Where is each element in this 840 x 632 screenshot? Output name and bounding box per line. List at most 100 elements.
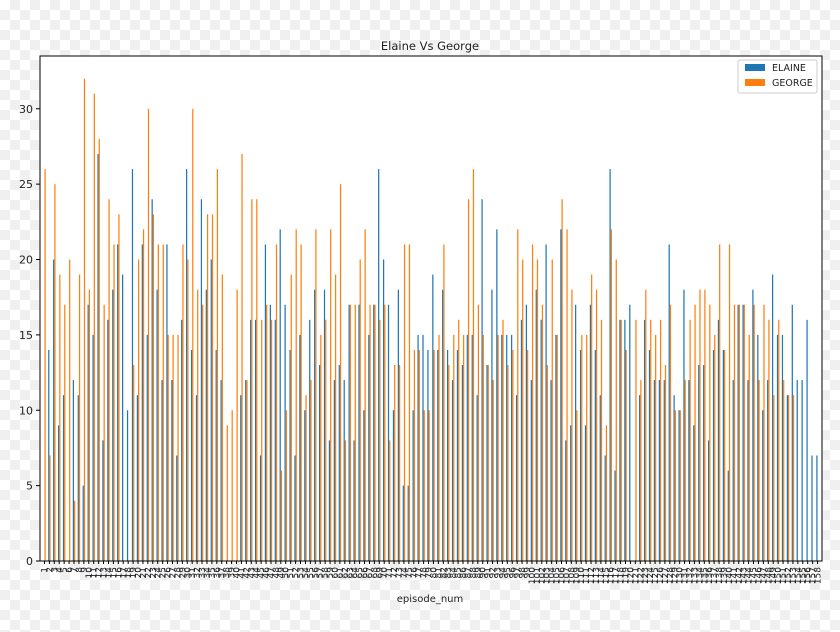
x-tick-label: 94 (498, 567, 508, 579)
x-tick-label: 13 (100, 567, 110, 578)
bar-george (398, 365, 401, 561)
bar-george (581, 334, 583, 561)
x-tick-label: 139 (720, 567, 730, 584)
legend-swatch-george (745, 79, 765, 86)
bar-george (679, 410, 681, 561)
legend: ELAINE GEORGE (737, 59, 818, 94)
x-tick-label: 36 (213, 567, 223, 579)
x-tick-label: 117 (612, 567, 622, 584)
bar-elaine (122, 274, 124, 561)
bar-george (778, 319, 780, 561)
x-tick-label: 141 (730, 567, 740, 584)
bar-elaine (732, 380, 734, 561)
bar-elaine (72, 380, 75, 561)
bar-george (704, 289, 706, 561)
x-tick-label: 127 (661, 567, 671, 584)
bar-george (645, 289, 647, 561)
bar-elaine (575, 304, 577, 561)
x-tick-label: 7 (70, 567, 80, 573)
x-tick-label: 157 (809, 567, 819, 584)
bar-elaine (87, 304, 89, 561)
bar-elaine (678, 410, 680, 561)
x-tick-label: 48 (272, 567, 282, 579)
bar-elaine (816, 455, 818, 561)
bar-george (285, 410, 287, 561)
x-tick-label: 110 (577, 567, 587, 584)
bar-george (221, 274, 223, 561)
bar-george (576, 410, 578, 561)
bar-elaine (757, 334, 759, 561)
x-tick-label: 68 (370, 567, 380, 579)
bar-elaine (318, 365, 321, 561)
bar-george (719, 244, 721, 561)
x-tick-label: 101 (533, 567, 543, 584)
x-tick-label: 155 (799, 567, 809, 584)
bar-george (54, 184, 56, 561)
bars (44, 78, 818, 562)
y-tick-label: 15 (19, 329, 33, 342)
bar-elaine (284, 304, 286, 561)
x-tick-label: 44 (252, 567, 262, 579)
bar-elaine (402, 485, 404, 561)
bar-george (487, 365, 489, 561)
bar-george (517, 229, 519, 562)
bar-george (59, 274, 61, 561)
y-axis: 0 5 10 15 20 25 30 (19, 103, 40, 568)
bar-george (640, 380, 642, 561)
x-tick-label: 5 (60, 567, 70, 573)
x-tick-label: 82 (439, 567, 449, 578)
x-tick-label: 34 (203, 567, 213, 579)
bar-george (512, 349, 514, 561)
x-tick-label: 91 (484, 567, 494, 578)
bar-elaine (643, 319, 646, 561)
x-tick-label: 19 (129, 567, 139, 579)
bar-elaine (186, 169, 188, 561)
bar-george (723, 349, 726, 561)
x-tick-label: 149 (769, 567, 779, 584)
plot-frame (39, 55, 823, 562)
bar-george (172, 334, 174, 561)
x-tick-label: 28 (173, 567, 183, 579)
bar-george (655, 334, 657, 561)
bar-elaine (176, 455, 178, 561)
bar-george (674, 410, 676, 561)
bar-elaine (540, 319, 542, 561)
bar-george (551, 259, 553, 561)
bar-elaine (565, 440, 567, 561)
bar-elaine (619, 319, 621, 561)
bar-george (157, 244, 159, 561)
bar-george (216, 169, 219, 561)
bar-elaine (392, 410, 395, 561)
x-tick-label: 123 (641, 567, 651, 584)
x-tick-label: 51 (287, 567, 297, 578)
x-tick-label: 41 (237, 567, 247, 578)
bar-elaine (126, 410, 129, 561)
x-tick-label: 83 (444, 567, 454, 578)
bar-george (541, 304, 544, 561)
bar-george (88, 289, 91, 561)
bar-elaine (447, 349, 449, 561)
bar-elaine (343, 380, 345, 561)
x-tick-label: 147 (759, 567, 769, 584)
x-tick-label: 131 (681, 567, 691, 584)
y-tick-label: 25 (19, 178, 33, 191)
bar-elaine (437, 349, 439, 561)
bar-george (98, 138, 100, 561)
x-tick-label: 67 (365, 567, 375, 578)
bar-elaine (274, 319, 276, 561)
chart-title: Elaine Vs George (381, 39, 479, 53)
bar-elaine (259, 455, 262, 561)
bar-elaine (131, 169, 134, 561)
bar-elaine (648, 349, 651, 561)
bar-elaine (515, 395, 518, 561)
bar-elaine (456, 349, 459, 561)
bar-elaine (589, 304, 592, 561)
bar-george (408, 244, 411, 561)
bar-george (591, 274, 593, 561)
x-tick-label: 40 (233, 567, 243, 579)
x-tick-label: 61 (336, 567, 346, 578)
x-tick-label: 72 (390, 567, 400, 578)
bar-elaine (555, 334, 557, 561)
bar-george (197, 289, 199, 561)
bar-elaine (752, 289, 754, 561)
